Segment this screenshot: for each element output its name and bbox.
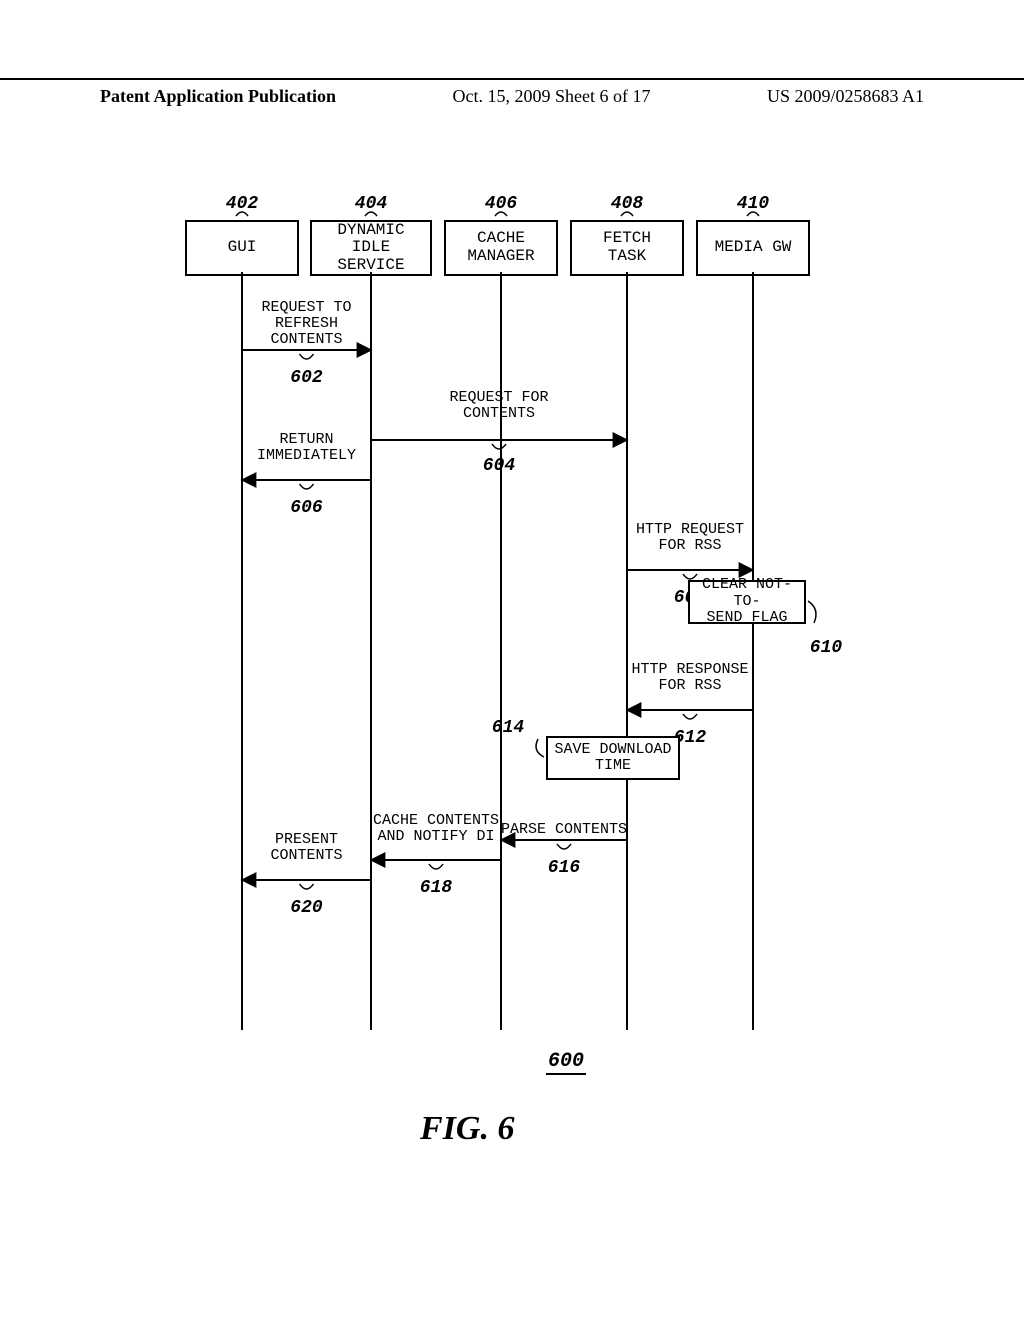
page-header: Patent Application Publication Oct. 15, … [0, 78, 1024, 107]
lifeline-fetch [626, 272, 628, 1030]
header-row: Patent Application Publication Oct. 15, … [0, 86, 1024, 107]
lifeline-box-fetch: FETCH TASK [570, 220, 684, 276]
lifeline-box-media: MEDIA GW [696, 220, 810, 276]
figure-caption: FIG. 6 [420, 1110, 514, 1148]
message-label: CACHE CONTENTS AND NOTIFY DI [365, 813, 507, 845]
lifeline-media [752, 272, 754, 1030]
note-ref: 610 [796, 638, 856, 658]
lifeline-ref: 408 [597, 194, 657, 214]
page: Patent Application Publication Oct. 15, … [0, 0, 1024, 1320]
lifeline-box-dis: DYNAMIC IDLE SERVICE [310, 220, 432, 276]
lifeline-dis [370, 272, 372, 1030]
message-label: HTTP REQUEST FOR RSS [621, 522, 759, 554]
note-box: SAVE DOWNLOAD TIME [546, 736, 680, 780]
lifeline-box-cache: CACHE MANAGER [444, 220, 558, 276]
note-ref: 614 [478, 718, 538, 738]
message-ref: 606 [277, 498, 337, 518]
note-box: CLEAR NOT-TO- SEND FLAG [688, 580, 806, 624]
lifeline-gui [241, 272, 243, 1030]
lifeline-ref: 410 [723, 194, 783, 214]
message-label: RETURN IMMEDIATELY [236, 432, 377, 464]
lifeline-ref: 404 [341, 194, 401, 214]
lifeline-box-gui: GUI [185, 220, 299, 276]
header-center: Oct. 15, 2009 Sheet 6 of 17 [453, 86, 651, 107]
message-label: PRESENT CONTENTS [236, 832, 377, 864]
header-left: Patent Application Publication [100, 86, 336, 107]
sequence-diagram: 402 GUI 404 DYNAMIC IDLE SERVICE 406 CACHE MA… [0, 160, 1024, 1160]
lifeline-ref: 402 [212, 194, 272, 214]
figure-number: 600 [546, 1050, 586, 1075]
message-ref: 616 [534, 858, 594, 878]
message-ref: 618 [406, 878, 466, 898]
lifeline-cache [500, 272, 502, 1030]
message-ref: 604 [469, 456, 529, 476]
message-ref: 620 [277, 898, 337, 918]
lifeline-ref: 406 [471, 194, 531, 214]
message-label: REQUEST FOR CONTENTS [365, 390, 633, 422]
message-label: HTTP RESPONSE FOR RSS [621, 662, 759, 694]
header-right: US 2009/0258683 A1 [767, 86, 924, 107]
message-label: REQUEST TO REFRESH CONTENTS [236, 300, 377, 347]
message-label: PARSE CONTENTS [495, 822, 633, 838]
arrows-svg [0, 160, 1024, 1160]
message-ref: 602 [277, 368, 337, 388]
